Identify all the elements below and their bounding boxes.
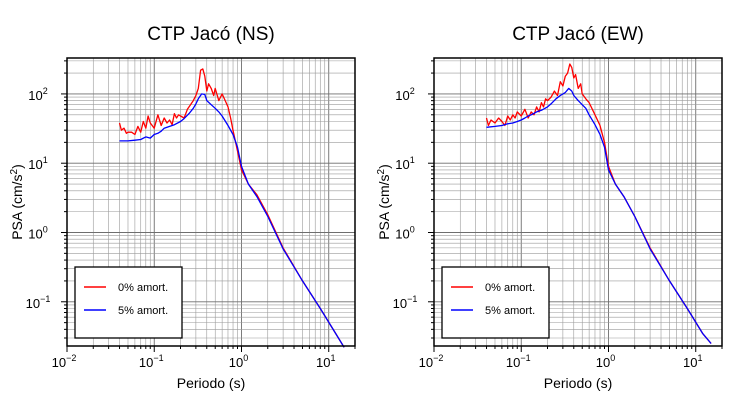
y-tick-label: 102: [28, 86, 47, 103]
chart-panel-ns: CTP Jacó (NS) Periodo (s) PSA (cm/s2) 10…: [9, 24, 356, 391]
series-line-red: [485, 63, 712, 344]
y-axis-label: PSA (cm/s2): [9, 164, 25, 240]
legend-label: 5% amort.: [485, 305, 535, 317]
legend-label: 0% amort.: [118, 282, 168, 294]
legend-box: [441, 266, 550, 339]
ticks: 10−2 10−1 100 101 10−1 100 101 102: [26, 60, 356, 370]
chart-title: CTP Jacó (NS): [147, 24, 274, 45]
y-tick-label: 10−1: [393, 294, 418, 311]
x-axis-label: Periodo (s): [544, 375, 612, 391]
chart-title: CTP Jacó (EW): [512, 24, 644, 45]
legend: 0% amort. 5% amort.: [441, 266, 550, 339]
series-group: [485, 63, 712, 344]
y-tick-label: 101: [395, 155, 414, 172]
x-tick-label: 101: [316, 353, 335, 370]
chart-panel-ew: CTP Jacó (EW) Periodo (s) PSA (cm/s2) 10…: [376, 24, 723, 391]
x-tick-label: 10−2: [419, 353, 444, 370]
ticks: 10−2 10−1 100 101 10−1 100 101 102: [393, 60, 723, 370]
y-tick-label: 100: [395, 224, 414, 241]
plot-frame: [433, 57, 723, 347]
x-tick-label: 101: [683, 353, 702, 370]
series-group: [118, 68, 345, 348]
legend: 0% amort. 5% amort.: [74, 266, 183, 339]
x-tick-label: 100: [229, 353, 248, 370]
y-axis-label: PSA (cm/s2): [376, 164, 392, 240]
plot-frame: [66, 57, 356, 347]
x-tick-label: 10−1: [506, 353, 531, 370]
x-tick-label: 10−1: [139, 353, 164, 370]
y-tick-label: 10−1: [26, 294, 51, 311]
x-tick-label: 10−2: [52, 353, 77, 370]
y-tick-label: 100: [28, 224, 47, 241]
y-tick-label: 101: [28, 155, 47, 172]
legend-box: [74, 266, 183, 339]
series-line-blue: [119, 93, 345, 348]
series-line-blue: [486, 87, 712, 344]
x-axis-label: Periodo (s): [177, 375, 245, 391]
legend-label: 5% amort.: [118, 305, 168, 317]
legend-label: 0% amort.: [485, 282, 535, 294]
x-tick-label: 100: [596, 353, 615, 370]
y-tick-label: 102: [395, 86, 414, 103]
series-line-red: [118, 68, 345, 348]
grid: [433, 58, 723, 346]
